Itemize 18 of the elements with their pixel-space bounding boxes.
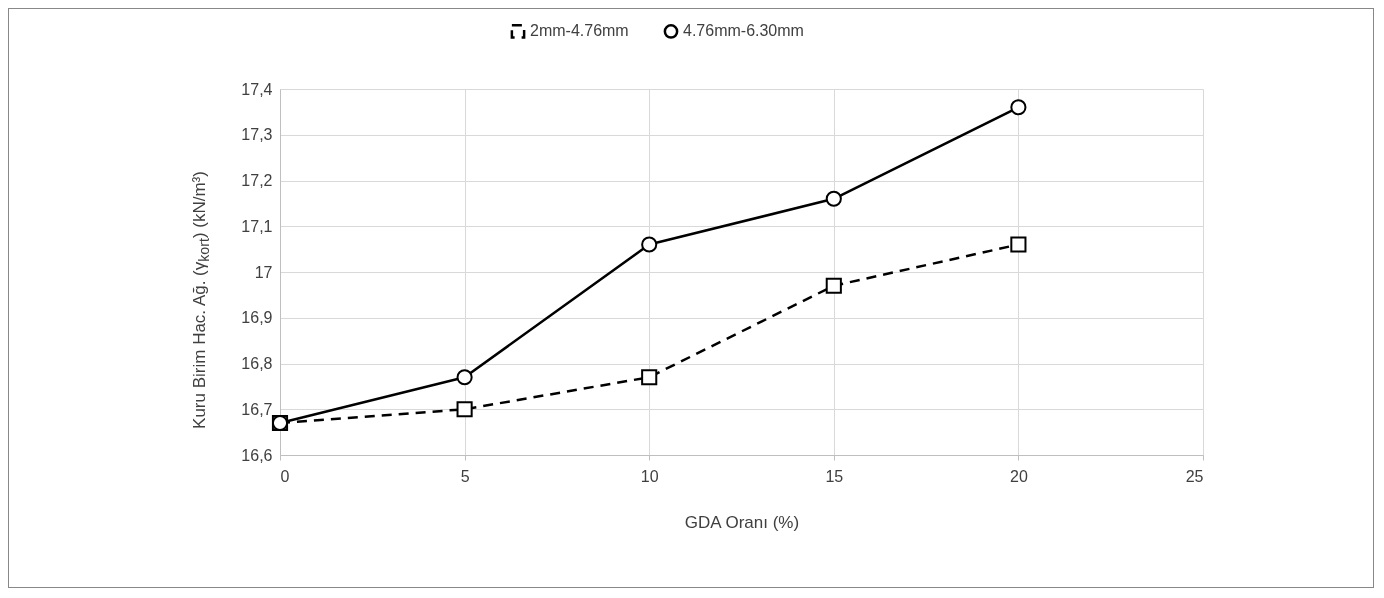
y-tick-label: 17,4 [241, 80, 273, 98]
y-tick-label: 16,7 [241, 400, 273, 418]
x-tick-label: 0 [280, 467, 290, 485]
x-tick-label: 15 [825, 467, 844, 485]
x-tick-label: 25 [1185, 467, 1204, 485]
y-tick-label: 16,8 [241, 355, 273, 372]
y-tick-label: 17,2 [241, 172, 273, 189]
x-tick-label: 5 [460, 467, 470, 485]
x-tick-label: 10 [640, 467, 659, 485]
y-tick-label: 17,1 [241, 217, 273, 235]
legend-label: 2mm-4.76mm [530, 22, 629, 40]
legend-label: 4.76mm-6.30mm [683, 22, 804, 40]
y-tick-label: 16,6 [241, 446, 273, 464]
y-tick-label: 17,3 [241, 126, 273, 144]
y-tick-label: 17 [254, 263, 273, 281]
y-tick-label: 16,9 [241, 309, 273, 327]
x-axis-title: GDA Oranı (%) [684, 512, 800, 532]
x-tick-label: 20 [1010, 467, 1028, 485]
